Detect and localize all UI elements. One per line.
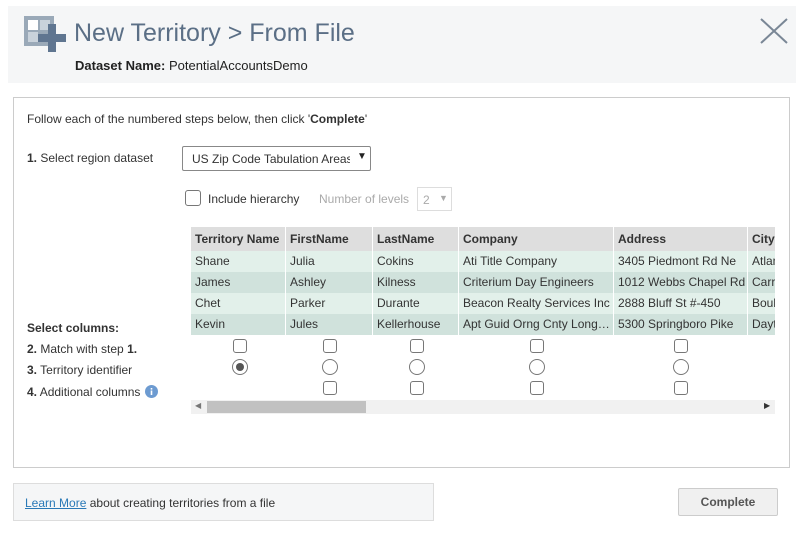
table-cell: 3405 Piedmont Rd Ne — [614, 251, 748, 272]
instructions-text: Follow each of the numbered steps below,… — [27, 112, 311, 126]
scroll-right[interactable]: ▶ — [764, 401, 771, 410]
step-number: 2. — [27, 342, 38, 356]
step-number: 1. — [27, 151, 38, 165]
app-icon — [24, 16, 66, 52]
column-header: City — [748, 227, 775, 251]
dialog-title: New Territory > From File — [74, 19, 355, 47]
column-header: Company — [459, 227, 614, 251]
dataset-name: PotentialAccountsDemo — [168, 58, 308, 73]
table-cell: 1012 Webbs Chapel Rd — [614, 272, 748, 293]
table-cell: Cokins — [373, 251, 459, 272]
table-cell: Jules — [286, 314, 373, 335]
footer-text: Learn More about creating territories fr… — [25, 496, 275, 510]
step-number: 3. — [27, 363, 38, 377]
table-cell: Parker — [286, 293, 373, 314]
step-4: 4. Additional columns — [27, 385, 140, 399]
scrollbar[interactable]: ◀ ▶ — [191, 400, 775, 414]
levels-label: Number of levels — [319, 192, 410, 206]
identifier-radio[interactable] — [409, 359, 425, 375]
region-dropdown[interactable]: US Zip Code Tabulation Areas ▼ — [182, 146, 371, 171]
footer-box — [13, 483, 434, 521]
table-cell: Bould — [748, 293, 775, 314]
additional-checkbox[interactable] — [674, 381, 688, 395]
additional-checkbox[interactable] — [410, 381, 424, 395]
identifier-radio[interactable] — [232, 359, 248, 375]
table-cell: Ati Title Company — [459, 251, 614, 272]
dropdown-arrow: ▼ — [357, 151, 367, 162]
select-columns-title: Select columns: — [27, 321, 120, 335]
column-header: LastName — [373, 227, 459, 251]
column-header: Territory Name — [191, 227, 286, 251]
data-table: Territory Name Shane James Chet Kevin FirstNa… — [191, 227, 775, 417]
match-checkbox[interactable] — [233, 339, 247, 353]
levels-dropdown[interactable]: 2 ▼ — [417, 187, 452, 211]
table-cell: Criterium Day Engineers — [459, 272, 614, 293]
additional-checkbox[interactable] — [530, 381, 544, 395]
table-cell: Kevin — [191, 314, 286, 335]
identifier-radio[interactable] — [322, 359, 338, 375]
learn-more-link[interactable]: Learn More — [25, 496, 87, 510]
table-cell: Carro — [748, 272, 775, 293]
match-checkbox[interactable] — [674, 339, 688, 353]
dropdown-arrow: ▼ — [439, 193, 448, 203]
footer-note: about creating territories from a file — [89, 496, 276, 510]
match-checkbox[interactable] — [323, 339, 337, 353]
table-cell: Kellerhouse — [373, 314, 459, 335]
step-label: Additional columns — [39, 385, 141, 399]
step-label: Match with step — [40, 342, 124, 356]
dataset-line: Dataset Name: PotentialAccountsDemo — [75, 58, 308, 73]
identifier-radio[interactable] — [673, 359, 689, 375]
instructions-bold: Complete — [310, 112, 365, 126]
hierarchy-label: Include hierarchy — [208, 192, 300, 206]
step-label: Select region dataset — [40, 151, 154, 165]
hierarchy-checkbox[interactable] — [185, 190, 201, 206]
match-checkbox[interactable] — [530, 339, 544, 353]
column-header: Address — [614, 227, 748, 251]
header — [8, 6, 796, 83]
step-label: Territory identifier — [40, 363, 133, 377]
main-panel — [13, 97, 790, 468]
column-header: FirstName — [286, 227, 373, 251]
table-cell: Shane — [191, 251, 286, 272]
table-cell: Julia — [286, 251, 373, 272]
instructions: Follow each of the numbered steps below,… — [27, 112, 367, 126]
dropdown-value: US Zip Code Tabulation Areas — [192, 152, 350, 166]
instructions-text: ' — [364, 112, 368, 126]
levels-value: 2 — [423, 193, 430, 207]
scroll-thumb[interactable] — [207, 401, 366, 413]
step-number: 4. — [27, 385, 38, 399]
match-checkbox[interactable] — [410, 339, 424, 353]
scroll-left[interactable]: ◀ — [195, 401, 202, 410]
table-cell: James — [191, 272, 286, 293]
table-cell: Kilness — [373, 272, 459, 293]
table-cell: Dayto — [748, 314, 775, 335]
table-cell: Atlan — [748, 251, 775, 272]
step-ref: 1. — [127, 342, 138, 356]
close-button[interactable] — [759, 17, 789, 45]
additional-checkbox[interactable] — [323, 381, 337, 395]
step-3: 3. Territory identifier — [27, 363, 132, 377]
step-2: 2. Match with step 1. — [27, 342, 137, 356]
info-icon[interactable] — [145, 385, 158, 398]
table-cell: Beacon Realty Services Inc — [459, 293, 614, 314]
table-cell: 5300 Springboro Pike — [614, 314, 748, 335]
table-cell: Chet — [191, 293, 286, 314]
table-cell: 2888 Bluff St #-450 — [614, 293, 748, 314]
table-cell: Durante — [373, 293, 459, 314]
table-cell: Ashley — [286, 272, 373, 293]
table-cell: Apt Guid Orng Cnty Long… — [459, 314, 614, 335]
dataset-label: Dataset Name: — [75, 58, 166, 73]
identifier-radio[interactable] — [529, 359, 545, 375]
complete-button[interactable]: Complete — [678, 488, 778, 516]
step-1: 1. Select region dataset — [27, 151, 153, 165]
